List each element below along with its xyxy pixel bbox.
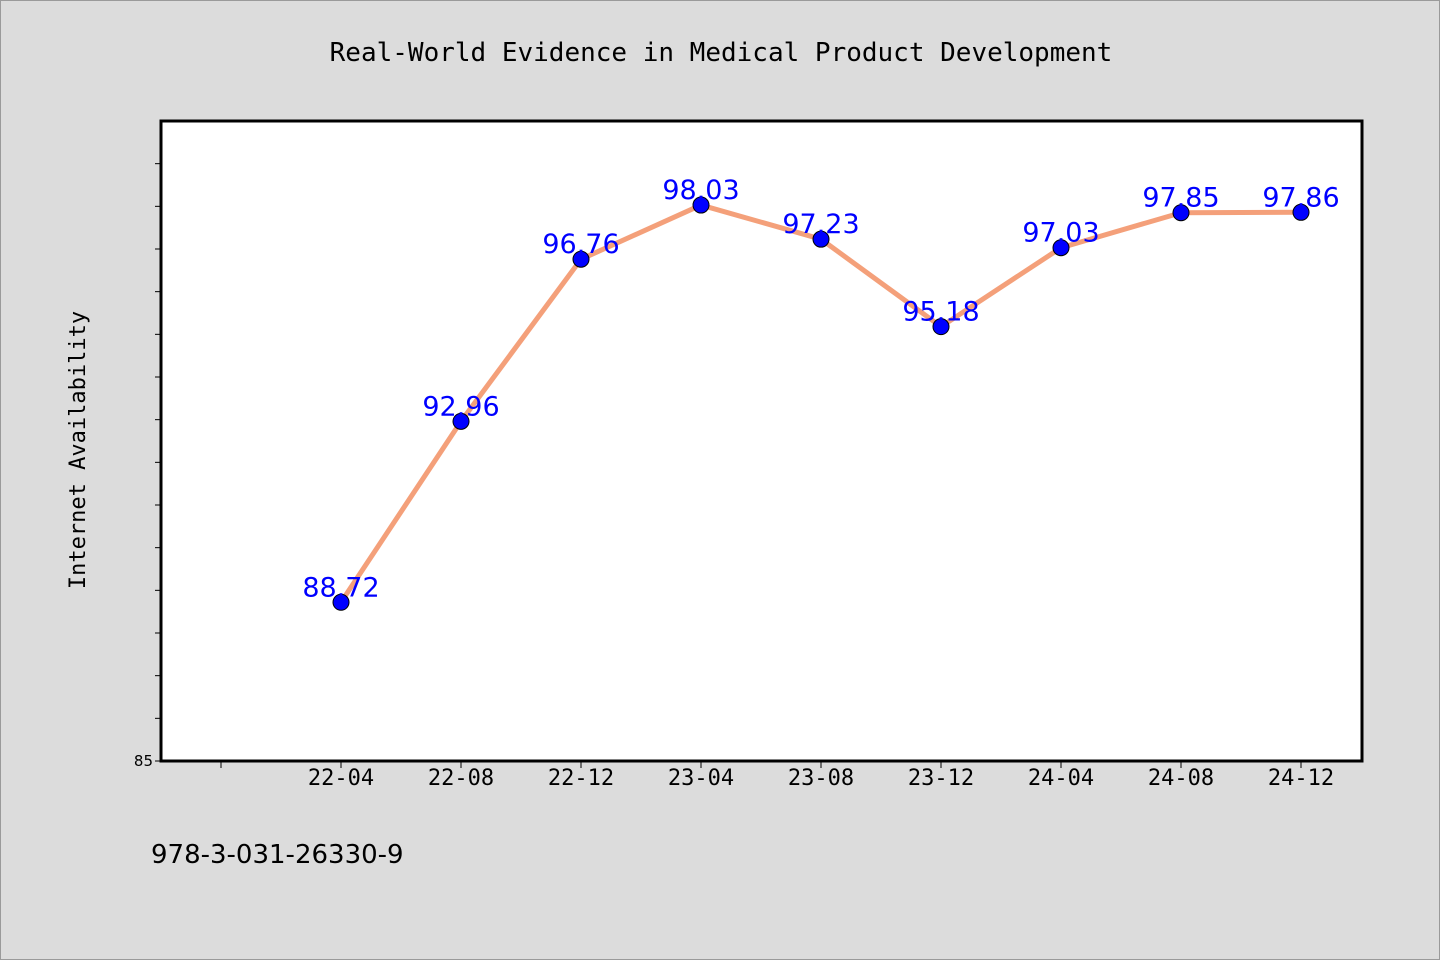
- x-tick-label: 22-12: [548, 766, 614, 791]
- x-tick-label: 23-04: [668, 766, 734, 791]
- data-label: 88.72: [302, 572, 379, 603]
- y-axis-label: Internet Availability: [66, 311, 91, 589]
- y-tick-label: 85: [134, 752, 153, 770]
- x-tick-label: 24-04: [1028, 766, 1094, 791]
- data-label: 97.03: [1022, 218, 1099, 249]
- data-point: [932, 318, 950, 336]
- data-point: [572, 250, 590, 268]
- footer-text: 978-3-031-26330-9: [151, 840, 404, 870]
- data-label: 92.96: [422, 391, 499, 422]
- data-point: [332, 593, 350, 611]
- data-label: 98.03: [662, 175, 739, 206]
- x-tick-label: 24-12: [1268, 766, 1334, 791]
- data-label: 96.76: [542, 229, 619, 260]
- x-tick-label: 22-08: [428, 766, 494, 791]
- data-point: [1172, 204, 1190, 222]
- x-tick-label: 24-08: [1148, 766, 1214, 791]
- data-label: 97.23: [782, 209, 859, 240]
- chart-title: Real-World Evidence in Medical Product D…: [330, 38, 1113, 68]
- y-axis-ticks: 85: [134, 163, 161, 770]
- series-points: [332, 196, 1310, 611]
- data-point: [692, 196, 710, 214]
- data-point: [1052, 239, 1070, 257]
- data-labels: 88.72 92.96 96.76 98.03 97.23 95.18 97.03 97.85…: [302, 175, 1339, 603]
- data-label: 97.85: [1142, 183, 1219, 214]
- data-point: [1292, 203, 1310, 221]
- plot-area: [159, 119, 1364, 763]
- data-point: [812, 230, 830, 248]
- x-tick-label: 23-08: [788, 766, 854, 791]
- data-label: 97.86: [1262, 182, 1339, 213]
- x-axis-ticks: 22-04 22-08 22-12 23-04 23-08 23-12 24-04 24-08…: [220, 761, 1334, 791]
- x-tick-label: 22-04: [308, 766, 374, 791]
- x-tick-label: 23-12: [908, 766, 974, 791]
- data-point: [452, 412, 470, 430]
- data-label: 95.18: [902, 297, 979, 328]
